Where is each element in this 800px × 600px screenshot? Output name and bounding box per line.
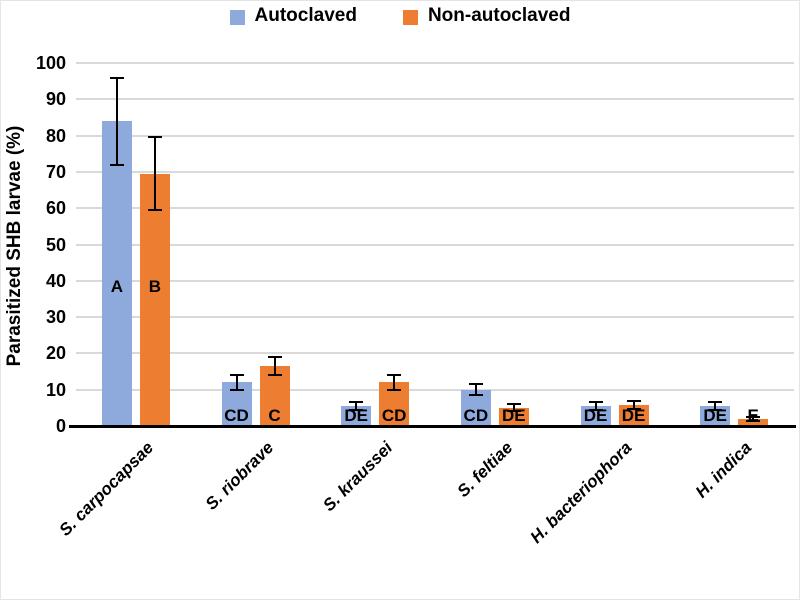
- significance-letter-0-0: A: [110, 277, 123, 296]
- bar-non-autoclaved-0: [139, 173, 170, 426]
- error-cap-0-5-bottom: [708, 408, 723, 411]
- error-cap-0-3-bottom: [468, 394, 483, 397]
- y-tick-label-50: 50: [45, 234, 66, 255]
- gridline-20: [76, 352, 794, 355]
- significance-letter-1-5: E: [747, 406, 759, 425]
- bar-autoclaved-4: [580, 406, 611, 426]
- bar-non-autoclaved-3: [498, 407, 529, 426]
- bar-autoclaved-5: [700, 406, 731, 426]
- error-bar-1-0: [153, 137, 156, 211]
- gridline-30: [76, 316, 794, 319]
- x-axis-line: [69, 425, 796, 428]
- error-bar-0-1: [235, 375, 238, 390]
- x-category-label-4: H. bacteriophora: [526, 438, 636, 547]
- error-cap-1-5-top: [746, 415, 761, 418]
- error-bar-0-3: [474, 384, 477, 396]
- significance-letter-0-3: CD: [463, 406, 489, 425]
- error-cap-1-5-bottom: [746, 419, 761, 422]
- error-cap-0-0-top: [109, 76, 124, 79]
- error-cap-1-4-top: [626, 400, 641, 403]
- y-tick-label-90: 90: [45, 89, 66, 110]
- gridline-70: [76, 170, 794, 173]
- error-cap-1-4-bottom: [626, 407, 641, 410]
- significance-letter-1-4: DE: [621, 406, 646, 425]
- significance-letter-0-1: CD: [224, 406, 249, 425]
- y-tick-label-20: 20: [45, 343, 66, 364]
- significance-letter-1-3: DE: [502, 406, 526, 425]
- bar-autoclaved-2: [341, 406, 372, 426]
- y-tick-label-10: 10: [45, 379, 66, 400]
- error-cap-0-1-top: [229, 374, 244, 377]
- error-bar-1-4: [632, 401, 635, 409]
- y-tick-label-0: 0: [55, 416, 66, 436]
- significance-letter-0-4: DE: [583, 406, 608, 425]
- error-bar-1-5: [752, 416, 755, 421]
- x-category-label-2: S. kraussei: [319, 438, 397, 515]
- bar-autoclaved-0: [101, 121, 132, 426]
- error-cap-0-0-bottom: [109, 163, 124, 166]
- error-bar-1-3: [512, 404, 515, 412]
- legend-label-autoclaved: Autoclaved: [254, 5, 357, 26]
- plot-area: 0 10 20 30 40 50 60 70 80 90 100 A CD DE CD DE DE B C CD DE D…: [36, 53, 796, 547]
- bar-non-autoclaved-5: [738, 418, 769, 426]
- significance-letter-1-1: C: [268, 406, 281, 425]
- significance-letter-1-0: B: [148, 277, 161, 296]
- error-bar-1-2: [393, 375, 396, 390]
- error-cap-1-2-bottom: [387, 388, 402, 391]
- error-bar-0-4: [594, 402, 597, 410]
- significance-letter-0-5: DE: [703, 406, 727, 425]
- error-cap-1-1-top: [267, 356, 282, 359]
- error-cap-0-2-top: [349, 400, 364, 403]
- legend-label-non-autoclaved: Non-autoclaved: [427, 5, 571, 26]
- x-category-label-0: S. carpocapsae: [55, 438, 158, 540]
- y-tick-label-60: 60: [45, 198, 66, 219]
- y-tick-label-70: 70: [45, 161, 66, 182]
- error-bar-0-0: [115, 77, 118, 165]
- gridline-40: [76, 279, 794, 282]
- y-tick-label-100: 100: [35, 53, 66, 73]
- gridline-80: [76, 134, 794, 137]
- bar-non-autoclaved-4: [618, 404, 649, 426]
- y-tick-label-80: 80: [45, 125, 66, 146]
- legend-item-autoclaved: Autoclaved: [229, 5, 357, 27]
- error-cap-1-3-bottom: [506, 410, 521, 413]
- legend-item-non-autoclaved: Non-autoclaved: [402, 5, 571, 27]
- error-cap-1-0-top: [147, 136, 162, 139]
- error-cap-1-2-top: [387, 374, 402, 377]
- error-cap-0-4-top: [588, 401, 603, 404]
- error-cap-0-3-top: [468, 383, 483, 386]
- y-tick-label-40: 40: [45, 270, 66, 291]
- gridline-90: [76, 98, 794, 101]
- x-category-label-1: S. riobrave: [201, 438, 277, 514]
- error-bar-0-2: [355, 401, 358, 411]
- legend-swatch-non-autoclaved: [402, 9, 418, 25]
- chart-legend: Autoclaved Non-autoclaved: [1, 5, 799, 27]
- legend-swatch-autoclaved: [229, 9, 245, 25]
- error-cap-0-2-bottom: [349, 409, 364, 412]
- error-cap-1-0-bottom: [147, 209, 162, 212]
- gridline-60: [76, 207, 794, 210]
- error-cap-1-1-bottom: [267, 374, 282, 377]
- error-cap-1-3-top: [506, 403, 521, 406]
- x-category-label-3: S. feltiae: [453, 438, 517, 501]
- x-category-label-5: H. indica: [692, 438, 756, 502]
- gridline-100: [76, 62, 794, 64]
- error-bar-0-5: [714, 402, 717, 410]
- error-cap-0-1-bottom: [229, 388, 244, 391]
- significance-letter-0-2: DE: [344, 406, 368, 425]
- gridline-50: [76, 243, 794, 246]
- y-tick-label-30: 30: [45, 307, 66, 328]
- error-cap-0-4-bottom: [588, 408, 603, 411]
- significance-letter-1-2: CD: [381, 406, 407, 425]
- error-bar-1-1: [273, 357, 276, 376]
- gridline-10: [76, 388, 794, 391]
- error-cap-0-5-top: [708, 401, 723, 404]
